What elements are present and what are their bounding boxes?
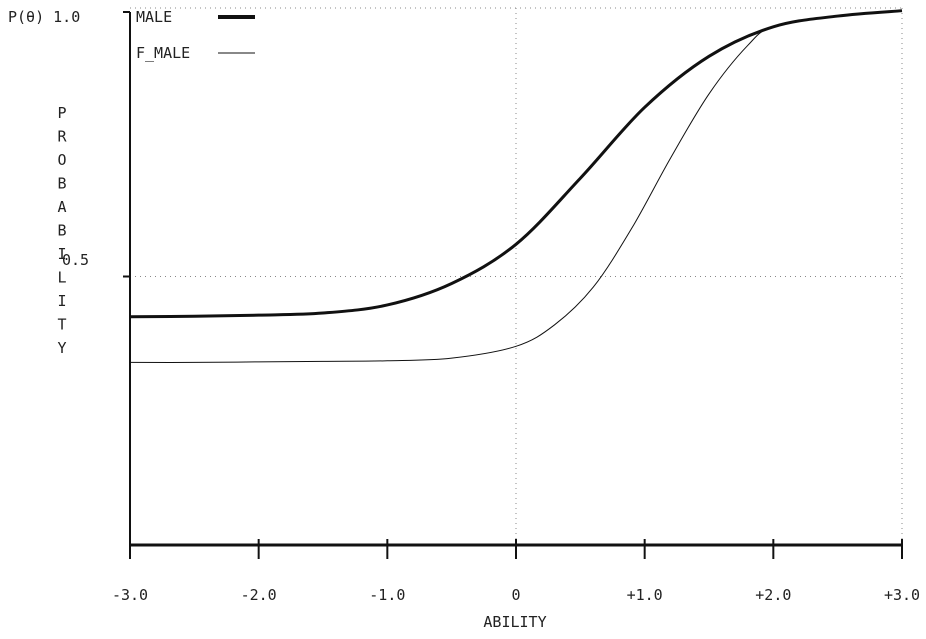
legend-label-male: MALE [136, 8, 172, 26]
y-axis-label-letter: Y [57, 339, 66, 357]
y-mid-label: 0.5 [62, 251, 89, 269]
y-axis-label-letter: I [57, 245, 66, 263]
x-tick-label: -2.0 [241, 586, 277, 604]
x-tick-label: -1.0 [369, 586, 405, 604]
y-axis-label-letter: A [57, 198, 66, 216]
y-axis-label-letter: R [57, 128, 67, 146]
x-axis-label: ABILITY [483, 613, 546, 631]
y-axis-label-letter: B [57, 175, 66, 193]
grid-lines [130, 7, 903, 545]
y-axis-label-letter: O [57, 151, 66, 169]
y-axis-label-letter: B [57, 222, 66, 240]
x-tick-label: -3.0 [112, 586, 148, 604]
series-line-fmale [129, 10, 903, 363]
x-tick-label: +2.0 [755, 586, 791, 604]
x-tick-label: +3.0 [884, 586, 920, 604]
axes [123, 11, 902, 553]
y-axis-label-letter: L [57, 269, 66, 287]
x-tick-label: 0 [511, 586, 520, 604]
legend: MALE F_MALE [136, 8, 255, 62]
x-ticks: -3.0 -2.0 -1.0 0 +1.0 +2.0 +3.0 [112, 539, 920, 604]
y-axis-label-letter: I [57, 292, 66, 310]
y-axis-label-letter: T [57, 316, 66, 334]
y-top-label: P(θ) 1.0 [8, 8, 80, 26]
series-lines [129, 9, 903, 363]
y-axis-label-letter: P [57, 104, 66, 122]
x-tick-label: +1.0 [627, 586, 663, 604]
legend-label-female: F_MALE [136, 44, 190, 62]
